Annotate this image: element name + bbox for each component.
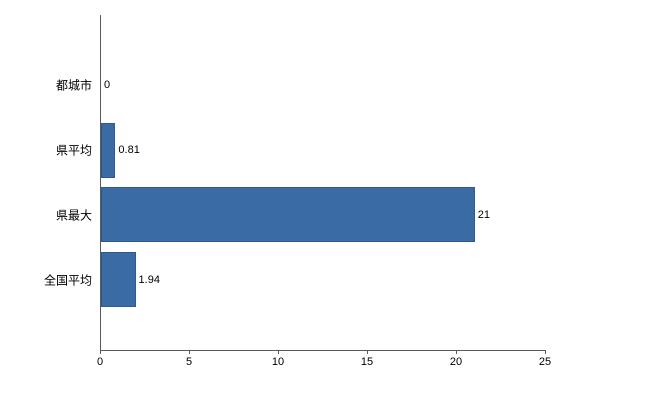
bar-value-label: 21 bbox=[477, 208, 491, 221]
y-axis-line bbox=[100, 15, 101, 350]
category-label: 県平均 bbox=[55, 143, 92, 158]
x-axis-tick bbox=[278, 350, 279, 354]
category-label: 都城市 bbox=[55, 78, 92, 93]
x-axis-tick-label: 25 bbox=[538, 356, 552, 368]
x-axis-tick bbox=[456, 350, 457, 354]
x-axis-tick-label: 10 bbox=[271, 356, 285, 368]
bar bbox=[101, 252, 136, 308]
x-axis-tick bbox=[189, 350, 190, 354]
bar bbox=[101, 187, 475, 243]
x-axis-tick bbox=[545, 350, 546, 354]
x-axis-tick-label: 0 bbox=[96, 356, 104, 368]
category-label: 全国平均 bbox=[43, 273, 92, 288]
x-axis-tick-label: 20 bbox=[449, 356, 463, 368]
x-axis-tick bbox=[100, 350, 101, 354]
x-axis-tick-label: 5 bbox=[185, 356, 193, 368]
x-axis-line bbox=[100, 350, 546, 351]
x-axis-tick bbox=[367, 350, 368, 354]
bar-value-label: 1.94 bbox=[138, 273, 160, 286]
x-axis-tick-label: 15 bbox=[360, 356, 374, 368]
category-label: 県最大 bbox=[55, 208, 92, 223]
bar-value-label: 0 bbox=[104, 79, 111, 92]
bar-value-label: 0.81 bbox=[118, 144, 140, 157]
bar bbox=[101, 122, 116, 178]
